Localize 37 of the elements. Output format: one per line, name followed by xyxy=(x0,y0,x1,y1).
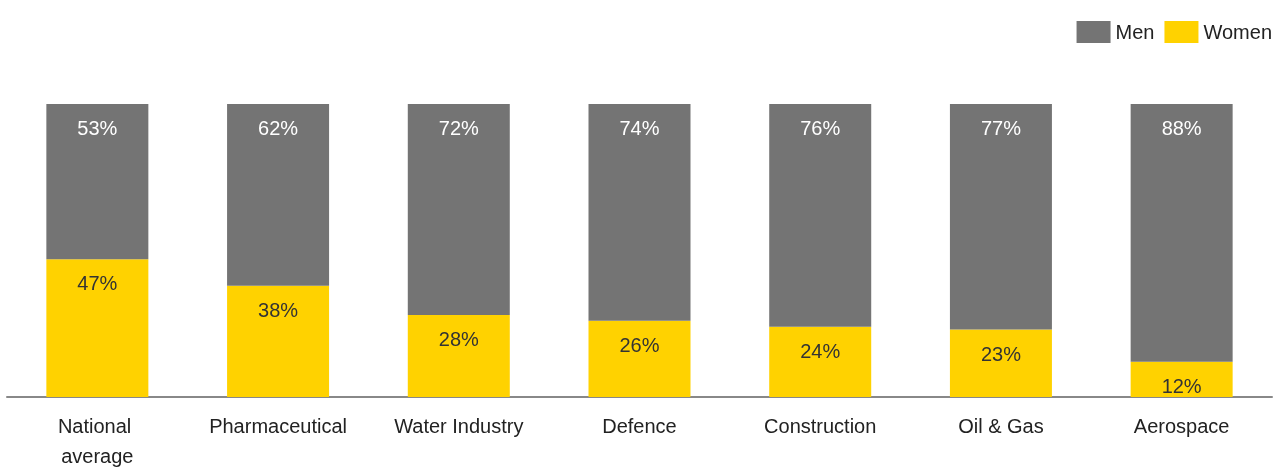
data-label: 24% xyxy=(800,339,841,362)
x-tick-label: Oil & Gas xyxy=(958,415,1044,437)
data-label: 12% xyxy=(1161,374,1202,397)
bar xyxy=(949,104,1052,330)
data-label: 53% xyxy=(77,117,118,139)
bar xyxy=(769,326,872,397)
bar xyxy=(588,320,691,397)
bar xyxy=(1130,361,1233,397)
data-label: 26% xyxy=(619,333,660,356)
data-label: 47% xyxy=(77,272,118,295)
x-tick-label: Pharmaceutical xyxy=(209,415,347,437)
bar xyxy=(227,285,330,397)
data-label: 28% xyxy=(438,327,480,350)
bar xyxy=(769,104,872,327)
legend-label: Women xyxy=(1203,21,1272,43)
bar xyxy=(227,104,330,286)
data-label: 62% xyxy=(258,117,299,139)
bar xyxy=(949,329,1052,397)
data-label: 72% xyxy=(438,117,480,139)
data-label: 77% xyxy=(980,117,1022,139)
data-label: 88% xyxy=(1161,117,1202,139)
bar xyxy=(407,104,510,315)
bar xyxy=(46,104,149,260)
data-label: 74% xyxy=(619,117,660,139)
x-tick-label: National average xyxy=(57,415,137,467)
x-tick-label: Water Industry xyxy=(394,415,524,437)
x-tick-label: Construction xyxy=(764,415,877,437)
bar xyxy=(588,104,691,321)
legend-label: Men xyxy=(1115,21,1155,43)
x-tick-label: Defence xyxy=(602,415,677,437)
bar xyxy=(407,314,510,397)
bar xyxy=(1130,104,1233,362)
data-label: 38% xyxy=(258,298,299,321)
data-label: 76% xyxy=(800,117,841,139)
x-tick-label: Aerospace xyxy=(1133,415,1230,437)
data-label: 23% xyxy=(980,342,1022,365)
bar xyxy=(46,259,149,397)
